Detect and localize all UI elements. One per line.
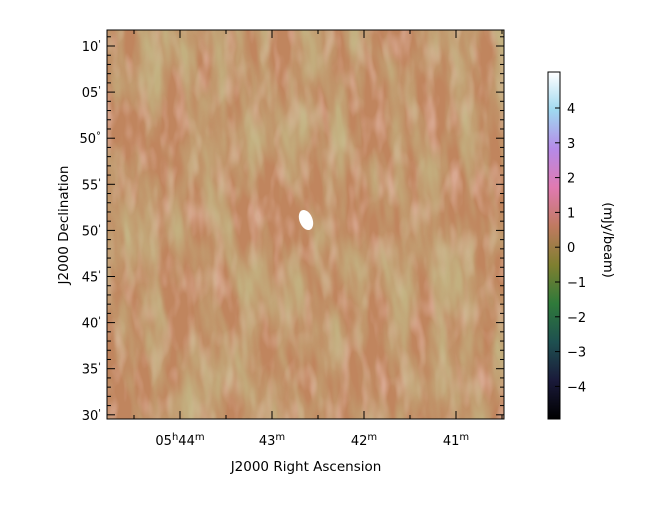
y-tick-label: 05' [82, 85, 101, 101]
y-tick-unit: ' [98, 270, 101, 281]
x-tick-minutes-unit: m [195, 432, 205, 443]
x-tick-minutes-unit: m [459, 432, 469, 443]
colorbar-tick-label: 3 [567, 137, 575, 152]
colorbar-tick-label: 4 [567, 102, 575, 117]
y-tick-label: 35' [82, 362, 101, 378]
plot-frame [106, 29, 505, 420]
x-tick-labels: 05h44m 43m 42m 41m [155, 432, 469, 449]
y-tick-label: 50' [82, 223, 101, 239]
y-tick-labels: 10'05'50°55'50'45'40'35'30' [79, 39, 101, 424]
x-tick-label: 05h44m [155, 432, 204, 449]
y-tick-value: 50 [79, 132, 96, 147]
x-tick-label: 43m [259, 432, 285, 449]
point-source [298, 209, 314, 231]
axis-ticks [107, 30, 504, 419]
colorbar-tick-label: −3 [567, 346, 586, 361]
residual-stripes [107, 30, 504, 419]
x-tick-minutes: 43 [259, 434, 276, 449]
sky-image [107, 30, 504, 419]
y-tick-value: 45 [82, 271, 99, 286]
y-tick-unit: ' [98, 362, 101, 373]
x-axis-label: J2000 Right Ascension [230, 459, 382, 475]
x-tick-label: 41m [443, 432, 469, 449]
x-tick-label: 42m [351, 432, 377, 449]
y-tick-unit: ' [98, 85, 101, 96]
y-tick-label: 30' [82, 408, 101, 424]
x-tick-minutes: 41 [443, 434, 460, 449]
y-tick-value: 35 [82, 363, 99, 378]
y-tick-unit: ' [98, 316, 101, 327]
y-tick-value: 05 [82, 86, 99, 101]
colorbar-label: (mJy/beam) [600, 202, 615, 278]
y-tick-value: 55 [82, 178, 99, 193]
colorbar [547, 71, 561, 420]
y-tick-label: 40' [82, 316, 101, 332]
y-tick-value: 10 [82, 40, 99, 55]
x-tick-minutes-unit: m [367, 432, 377, 443]
colorbar-tick-label: 2 [567, 172, 575, 187]
x-tick-minutes: 44 [178, 434, 195, 449]
y-tick-unit: ' [98, 408, 101, 419]
y-tick-label: 50° [79, 131, 101, 147]
y-tick-label: 45' [82, 270, 101, 286]
y-tick-unit: ' [98, 39, 101, 50]
y-tick-label: 55' [82, 177, 101, 193]
y-tick-value: 50 [82, 224, 99, 239]
y-tick-unit: ° [96, 131, 101, 142]
colorbar-tick-label: −4 [567, 380, 586, 395]
colorbar-tick-label: −1 [567, 276, 586, 291]
x-tick-hours-unit: h [172, 432, 178, 443]
x-tick-minutes: 42 [351, 434, 368, 449]
y-tick-value: 40 [82, 317, 99, 332]
y-axis-label: J2000 Declination [56, 166, 72, 286]
y-tick-unit: ' [98, 223, 101, 234]
colorbar-ticks: 4 3 2 1 0 −1 −2 −3 −4 [555, 102, 586, 395]
x-tick-minutes-unit: m [275, 432, 285, 443]
colorbar-tick-label: −2 [567, 311, 586, 326]
colorbar-tick-label: 1 [567, 206, 575, 221]
y-tick-unit: ' [98, 177, 101, 188]
colorbar-tick-label: 0 [567, 241, 575, 256]
y-tick-value: 30 [82, 409, 99, 424]
y-tick-label: 10' [82, 39, 101, 55]
x-tick-hours: 05 [155, 434, 172, 449]
